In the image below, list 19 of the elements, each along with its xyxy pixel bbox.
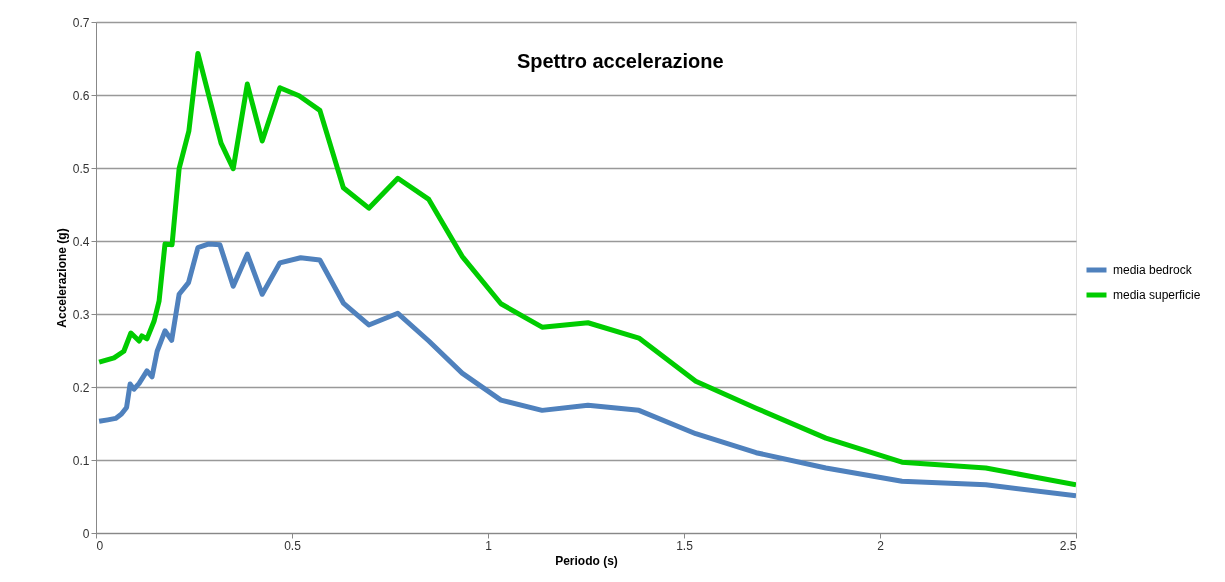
y-tick-label: 0.6: [72, 88, 90, 103]
legend-label: media bedrock: [1113, 263, 1193, 277]
y-tick-label: 0.5: [72, 161, 90, 176]
x-tick-label: 2.5: [1059, 538, 1077, 553]
x-tick-label: 0: [96, 538, 104, 553]
x-tick-label: 1: [485, 538, 493, 553]
y-tick-label: 0.1: [72, 453, 90, 468]
y-tick-label: 0: [82, 526, 90, 541]
x-tick-label: 1.5: [676, 538, 694, 553]
x-tick-label: 0.5: [284, 538, 302, 553]
x-tick-label: 2: [877, 538, 885, 553]
y-tick-label: 0.3: [72, 307, 90, 322]
y-axis-title: Accelerazione (g): [54, 228, 69, 328]
text: Spettro accelerazione: [516, 50, 724, 72]
legend-label: media superficie: [1113, 288, 1201, 302]
y-tick-label: 0.7: [72, 15, 90, 30]
y-tick-label: 0.4: [72, 234, 90, 249]
y-tick-label: 0.2: [72, 380, 90, 395]
x-axis-title: Periodo (s): [555, 553, 618, 568]
